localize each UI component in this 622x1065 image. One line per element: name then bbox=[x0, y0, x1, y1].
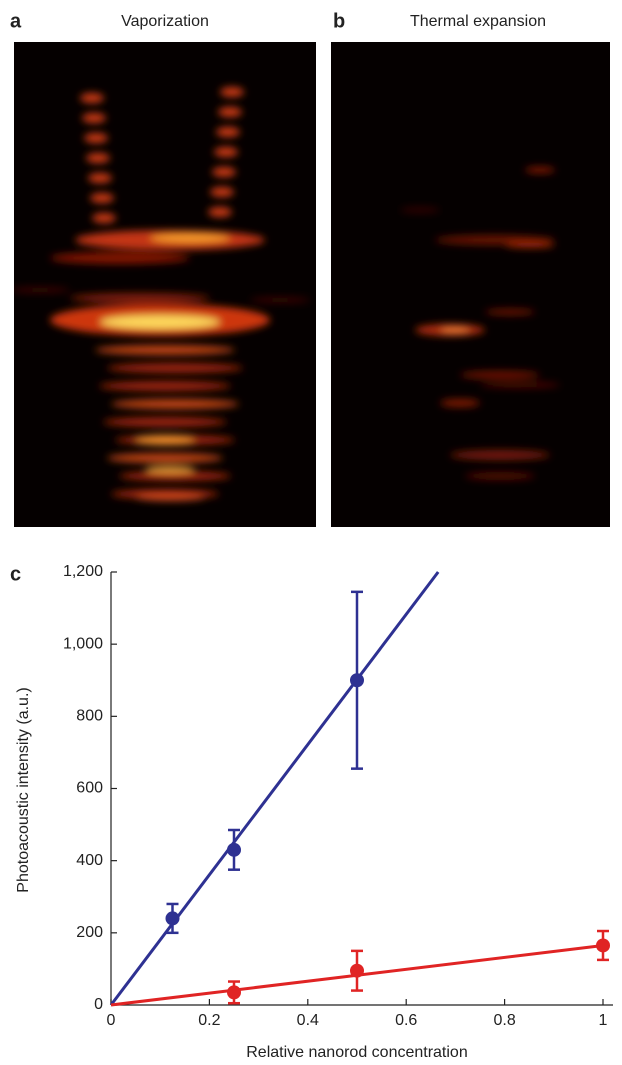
heat-blob bbox=[220, 87, 244, 97]
heat-blob bbox=[95, 345, 235, 355]
y-tick-label: 0 bbox=[94, 996, 103, 1013]
heat-blob bbox=[212, 167, 236, 177]
y-tick-label: 400 bbox=[76, 852, 103, 869]
heat-blob bbox=[150, 233, 230, 243]
heat-blob bbox=[107, 363, 243, 373]
heat-blob bbox=[208, 207, 232, 217]
x-axis-label: Relative nanorod concentration bbox=[246, 1044, 467, 1061]
data-point bbox=[596, 938, 610, 953]
heat-blob bbox=[111, 399, 239, 409]
heat-blob bbox=[465, 472, 535, 480]
heat-blob bbox=[440, 399, 480, 407]
data-point bbox=[350, 963, 364, 978]
x-tick-label: 1 bbox=[599, 1012, 608, 1029]
heat-blob bbox=[99, 381, 231, 391]
heat-blob bbox=[90, 193, 114, 203]
fit-line bbox=[109, 571, 440, 1006]
heatmap bbox=[400, 167, 560, 480]
panel-title: Vaporization bbox=[121, 13, 209, 30]
y-tick-label: 1,000 bbox=[63, 635, 103, 652]
heat-blob bbox=[14, 287, 70, 293]
x-tick-label: 0 bbox=[107, 1012, 116, 1029]
heat-blob bbox=[84, 133, 108, 143]
heat-blob bbox=[218, 107, 242, 117]
heat-blob bbox=[119, 471, 231, 481]
heat-blob bbox=[214, 147, 238, 157]
heatmap bbox=[14, 87, 310, 501]
heat-blob bbox=[100, 315, 220, 329]
heat-blob bbox=[480, 382, 560, 388]
heat-blob bbox=[525, 167, 555, 173]
heat-blob bbox=[440, 327, 470, 333]
heat-blob bbox=[103, 417, 227, 427]
heat-blob bbox=[80, 93, 104, 103]
heat-blob bbox=[82, 113, 106, 123]
y-tick-label: 1,200 bbox=[63, 563, 103, 580]
data-point bbox=[350, 673, 364, 688]
panel-letter: b bbox=[333, 10, 345, 32]
heat-blob bbox=[135, 435, 195, 445]
heat-blob bbox=[135, 493, 205, 501]
panel-letter: c bbox=[10, 563, 21, 585]
data-point bbox=[227, 842, 241, 857]
x-tick-label: 0.8 bbox=[493, 1012, 515, 1029]
heat-blob bbox=[86, 153, 110, 163]
heat-blob bbox=[210, 187, 234, 197]
heat-blob bbox=[460, 371, 540, 379]
heat-blob bbox=[505, 242, 555, 248]
panel-letter: a bbox=[10, 10, 22, 32]
heat-blob bbox=[92, 213, 116, 223]
heat-blob bbox=[107, 453, 223, 463]
heat-blob bbox=[400, 207, 440, 213]
y-axis-label: Photoacoustic intensity (a.u.) bbox=[15, 687, 32, 892]
heat-blob bbox=[250, 297, 310, 303]
heat-blob bbox=[88, 173, 112, 183]
y-tick-label: 200 bbox=[76, 924, 103, 941]
data-point bbox=[165, 911, 180, 926]
x-tick-label: 0.2 bbox=[198, 1012, 220, 1029]
heat-blob bbox=[216, 127, 240, 137]
image-thermal bbox=[331, 42, 610, 527]
heat-blob bbox=[50, 252, 190, 264]
x-tick-label: 0.6 bbox=[395, 1012, 417, 1029]
heat-blob bbox=[70, 293, 210, 303]
y-tick-label: 800 bbox=[76, 708, 103, 725]
x-tick-label: 0.4 bbox=[297, 1012, 319, 1029]
heat-blob bbox=[485, 309, 535, 315]
panel-title: Thermal expansion bbox=[410, 13, 546, 30]
image-vaporization bbox=[14, 42, 316, 527]
y-tick-label: 600 bbox=[76, 780, 103, 797]
heat-blob bbox=[145, 466, 195, 474]
data-point bbox=[227, 985, 241, 1000]
heat-blob bbox=[450, 450, 550, 460]
